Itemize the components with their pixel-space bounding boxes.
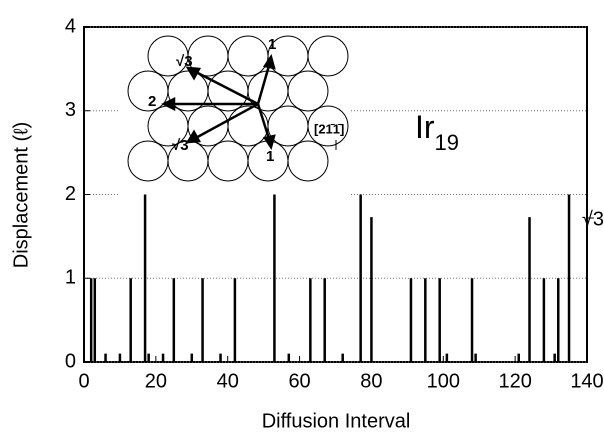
inset-label: √3 [172,137,189,154]
x-tick-label: 60 [288,370,310,392]
arrows [161,54,337,150]
inset-label: 2 [148,93,156,110]
right-label: √3 [582,208,604,230]
y-tick-label: 3 [65,99,76,121]
y-tick-label: 1 [65,267,76,289]
x-tick-label: 120 [498,370,531,392]
x-axis-label: Diffusion Interval [262,410,411,432]
x-tick-label: 20 [145,370,167,392]
inset: √3 1 2 √3 1 [21̄1̄] [120,32,350,197]
x-tick-label: 40 [217,370,239,392]
y-tick-label: 0 [65,350,76,372]
x-tick-label: 80 [360,370,382,392]
inset-label: 1 [266,148,274,165]
x-tick-label: 140 [570,370,603,392]
y-axis-label: Displacement (ℓ) [10,122,32,269]
annotation: Ir19 [415,109,459,154]
x-tick-label: 0 [78,370,89,392]
atoms [127,35,349,182]
inset-label: 1 [268,36,276,53]
x-tick-label: 100 [427,370,460,392]
y-tick-label: 2 [65,183,76,205]
inset-label: √3 [176,53,193,70]
y-tick-label: 4 [65,15,76,37]
inset-label: [21̄1̄] [314,121,344,136]
